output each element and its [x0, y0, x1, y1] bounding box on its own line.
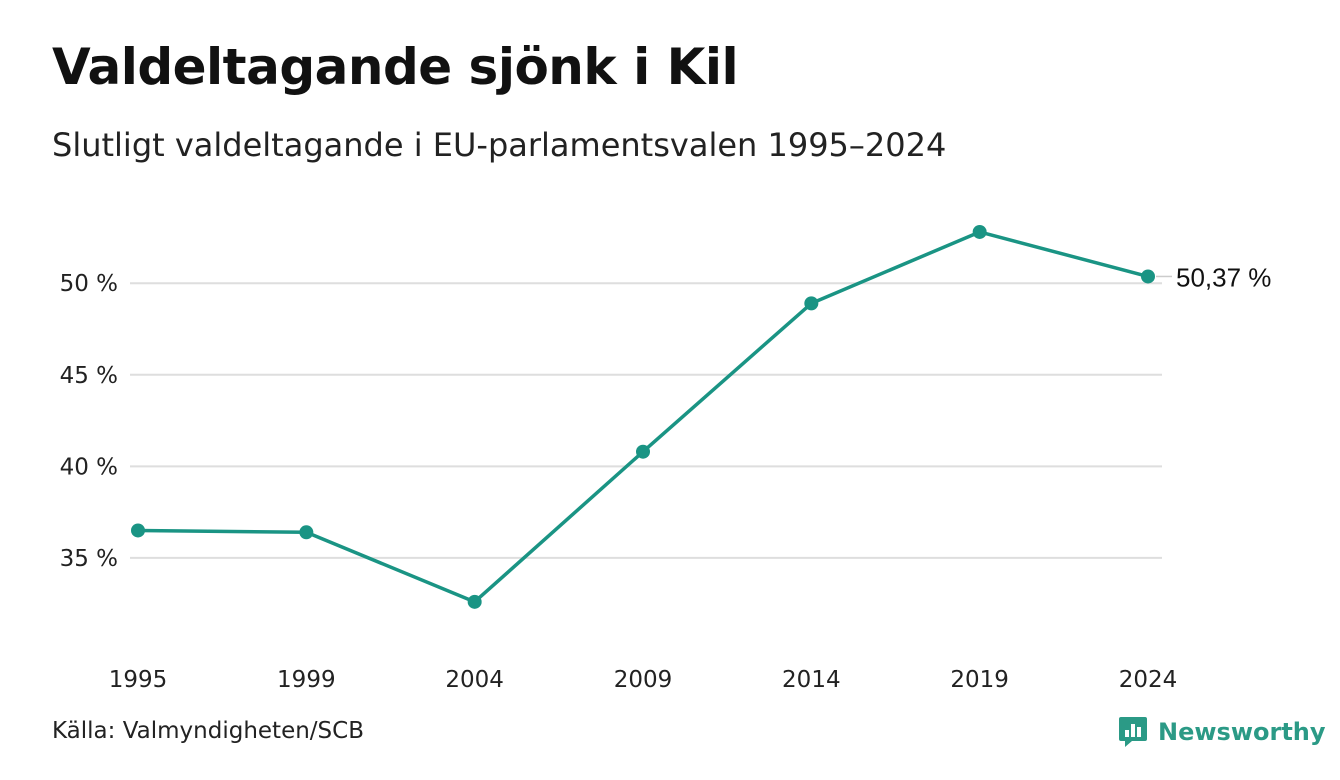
data-point	[636, 444, 650, 459]
y-tick-label: 45 %	[60, 363, 118, 389]
end-value-label: 50,37 %	[1176, 262, 1271, 292]
data-point	[972, 224, 987, 239]
y-axis-ticks: 35 % 40 % 45 % 50 %	[60, 271, 118, 572]
data-point	[299, 525, 314, 540]
x-tick-label: 2004	[445, 667, 504, 693]
brand-name: Newsworthy	[1158, 718, 1326, 746]
x-tick-label: 1995	[109, 667, 168, 693]
line-chart: 35 % 40 % 45 % 50 % 1995 1999 2004 2009 2014 201…	[60, 224, 1271, 693]
y-tick-label: 50 %	[60, 271, 118, 297]
source-note: Källa: Valmyndigheten/SCB	[52, 718, 364, 744]
series-group	[131, 224, 1155, 609]
data-point	[131, 523, 145, 538]
y-tick-label: 35 %	[60, 546, 118, 572]
chart-subtitle: Slutligt valdeltagande i EU-parlamentsva…	[52, 126, 947, 164]
x-tick-label: 2009	[614, 667, 673, 693]
x-tick-label: 2014	[782, 667, 841, 693]
data-point	[1141, 269, 1155, 284]
end-annotation: 50,37 %	[1156, 262, 1271, 292]
brand-logo: Newsworthy	[1118, 712, 1326, 752]
series-line	[136, 230, 1150, 604]
x-tick-label: 2019	[950, 667, 1009, 693]
newsworthy-logo-icon	[1119, 717, 1147, 747]
gridlines	[130, 282, 1162, 559]
chart-title: Valdeltagande sjönk i Kil	[52, 38, 739, 96]
x-tick-label: 2024	[1119, 667, 1178, 693]
y-tick-label: 40 %	[60, 454, 118, 480]
data-point	[467, 594, 482, 609]
x-axis-ticks: 1995 1999 2004 2009 2014 2019 2024	[109, 667, 1178, 693]
x-tick-label: 1999	[277, 667, 336, 693]
data-point	[804, 296, 819, 311]
